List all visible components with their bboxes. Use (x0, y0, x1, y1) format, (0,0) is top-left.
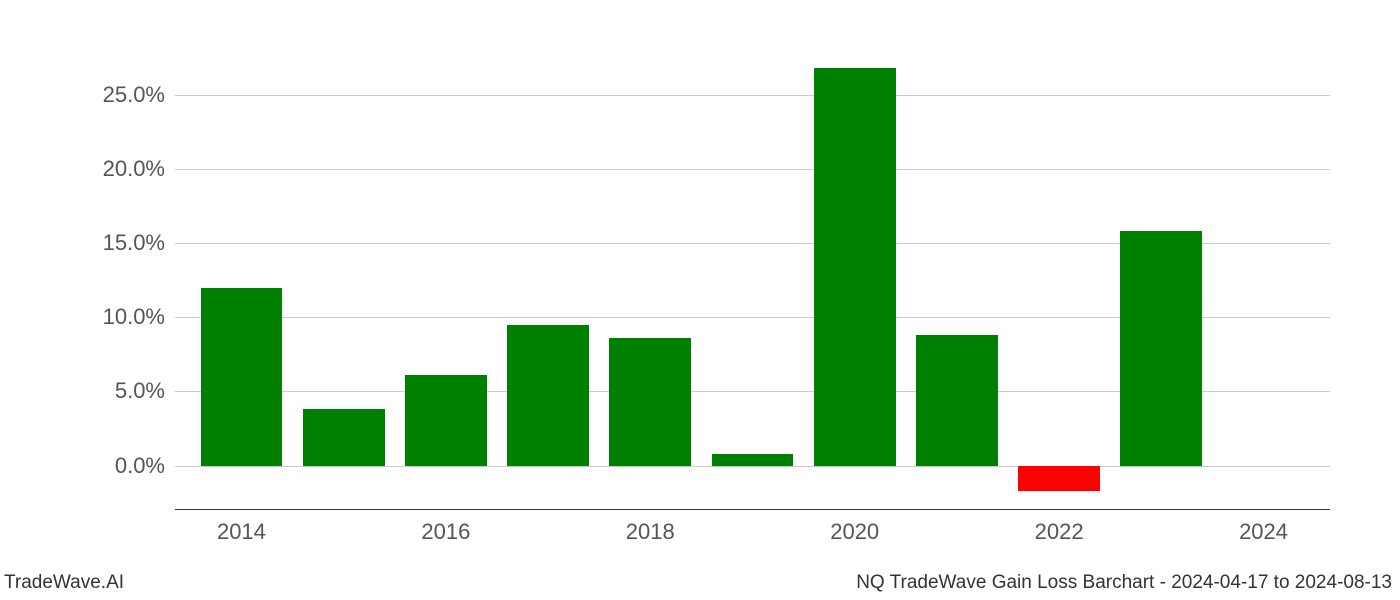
footer-left-text: TradeWave.AI (4, 572, 124, 594)
bar (609, 338, 691, 466)
y-gridline (175, 95, 1330, 96)
x-tick-label: 2014 (217, 509, 266, 545)
plot-area: 0.0%5.0%10.0%15.0%20.0%25.0%201420162018… (175, 40, 1330, 510)
bar (405, 375, 487, 465)
y-gridline (175, 466, 1330, 467)
bar (916, 335, 998, 465)
y-gridline (175, 169, 1330, 170)
chart-figure: 0.0% 5.0% 10.0% 15.0% 20.0% 25.0% 2014 2016 2018… (0, 0, 1400, 600)
bar (712, 454, 794, 466)
x-tick-label: 2024 (1239, 509, 1288, 545)
x-tick-label: 2018 (626, 509, 675, 545)
y-tick-label: 0.0% (115, 453, 175, 479)
bar (1018, 466, 1100, 491)
y-tick-label: 10.0% (103, 304, 175, 330)
y-tick-label: 15.0% (103, 230, 175, 256)
y-tick-label: 20.0% (103, 156, 175, 182)
x-tick-label: 2016 (421, 509, 470, 545)
x-tick-label: 2020 (830, 509, 879, 545)
bar (201, 288, 283, 466)
x-tick-label: 2022 (1035, 509, 1084, 545)
bar (303, 409, 385, 465)
bar (814, 68, 896, 465)
bar (507, 325, 589, 466)
footer-right-text: NQ TradeWave Gain Loss Barchart - 2024-0… (856, 572, 1392, 594)
bar (1120, 231, 1202, 465)
y-tick-label: 25.0% (103, 82, 175, 108)
y-tick-label: 5.0% (115, 378, 175, 404)
